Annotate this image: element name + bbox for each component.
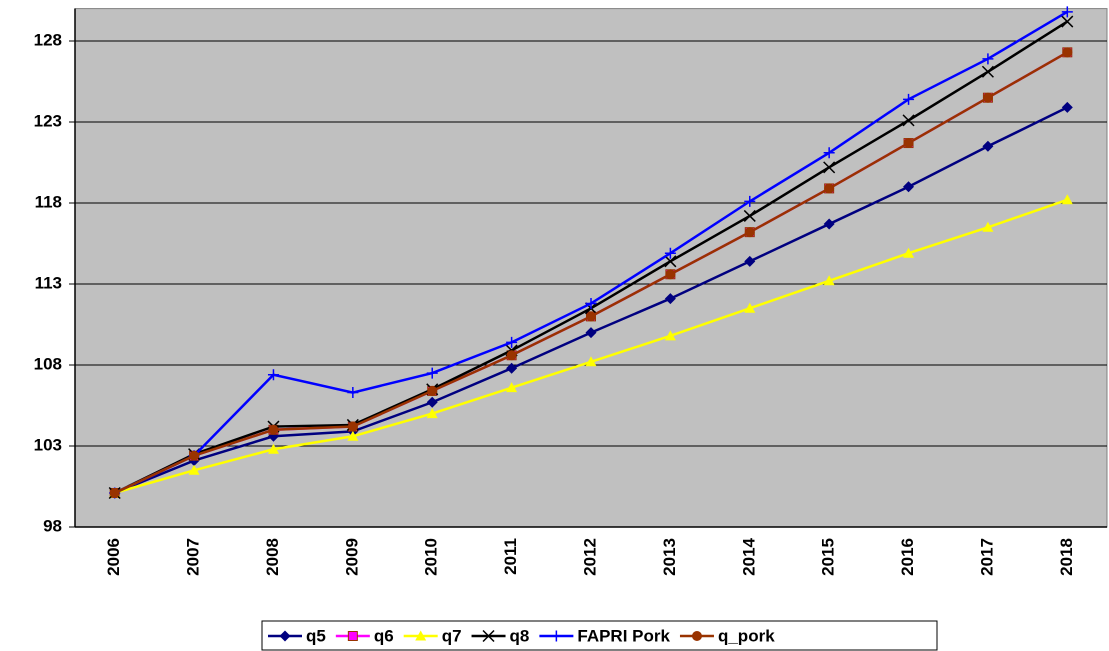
marker	[823, 218, 835, 230]
x-tick-label: 2016	[898, 538, 917, 576]
marker	[691, 631, 702, 641]
marker	[427, 385, 438, 396]
marker	[415, 630, 427, 641]
marker	[347, 631, 358, 641]
marker	[664, 247, 676, 259]
marker	[585, 327, 597, 339]
marker	[823, 161, 836, 174]
legend-label: q_pork	[718, 626, 775, 645]
marker	[109, 487, 120, 498]
marker	[506, 350, 517, 361]
marker	[744, 302, 756, 313]
x-tick-label: 2010	[422, 538, 441, 576]
marker	[1061, 6, 1073, 18]
x-tick-label: 2006	[104, 538, 123, 576]
marker	[902, 114, 915, 127]
legend-label: q7	[442, 626, 462, 645]
legend-label: q5	[306, 626, 326, 645]
marker	[426, 408, 438, 419]
x-tick-label: 2007	[184, 538, 203, 576]
marker	[267, 443, 279, 454]
marker	[903, 93, 915, 105]
marker	[982, 92, 993, 103]
marker	[744, 227, 755, 238]
marker	[982, 140, 994, 152]
legend-label: q6	[374, 626, 394, 645]
x-tick-label: 2017	[977, 538, 996, 576]
marker	[982, 221, 994, 232]
marker	[744, 255, 756, 267]
marker	[347, 430, 359, 441]
x-tick-label: 2018	[1057, 538, 1076, 576]
marker	[426, 396, 438, 408]
marker	[823, 147, 835, 159]
marker	[585, 297, 597, 309]
marker	[744, 195, 756, 207]
marker	[903, 247, 915, 258]
legend-item: q5	[268, 626, 326, 645]
x-tick-label: 2013	[660, 538, 679, 576]
y-tick-label: 108	[34, 354, 62, 373]
legend-item: q7	[403, 626, 462, 645]
y-tick-label: 118	[35, 192, 62, 211]
x-tick-label: 2011	[501, 538, 520, 575]
y-tick-label: 98	[43, 516, 62, 535]
marker	[743, 209, 756, 222]
marker	[268, 424, 279, 435]
marker	[267, 369, 279, 381]
marker	[482, 629, 495, 643]
marker	[347, 387, 359, 399]
marker	[982, 53, 994, 65]
legend-label: FAPRI Pork	[577, 626, 670, 645]
marker	[585, 356, 597, 367]
legend-box	[261, 620, 938, 651]
marker	[664, 330, 676, 341]
marker	[665, 269, 676, 280]
series	[109, 6, 1073, 499]
marker	[506, 362, 518, 374]
marker	[586, 311, 596, 322]
marker	[506, 336, 518, 348]
marker	[1061, 194, 1073, 205]
marker	[1062, 47, 1073, 58]
y-tick-label: 123	[34, 111, 62, 130]
legend-item: q_pork	[679, 626, 775, 645]
marker	[1061, 101, 1073, 113]
marker	[664, 293, 676, 305]
x-tick-label: 2009	[342, 538, 361, 576]
legend-label: q8	[510, 626, 530, 645]
legend-item: q8	[471, 626, 530, 645]
marker	[426, 367, 438, 379]
marker	[279, 630, 291, 642]
y-tick-label: 103	[34, 435, 62, 454]
legend-item: q6	[335, 626, 394, 645]
marker	[189, 450, 200, 461]
marker	[903, 138, 914, 149]
marker	[347, 421, 358, 432]
y-tick-label: 128	[34, 30, 62, 49]
marker	[903, 181, 915, 193]
y-tick-label: 113	[35, 273, 62, 292]
marker	[506, 382, 518, 393]
marker	[824, 183, 835, 194]
legend-item: FAPRI Pork	[539, 626, 670, 645]
marker	[664, 255, 677, 268]
marker	[823, 275, 835, 286]
marker	[981, 65, 994, 78]
x-tick-label: 2008	[263, 538, 282, 576]
series	[109, 47, 1073, 498]
marker	[1061, 15, 1074, 28]
marker	[550, 630, 562, 642]
x-tick-label: 2014	[739, 537, 758, 575]
x-tick-label: 2015	[819, 538, 838, 576]
marker	[188, 464, 200, 475]
plot-area	[74, 8, 1108, 528]
x-tick-label: 2012	[580, 538, 599, 576]
